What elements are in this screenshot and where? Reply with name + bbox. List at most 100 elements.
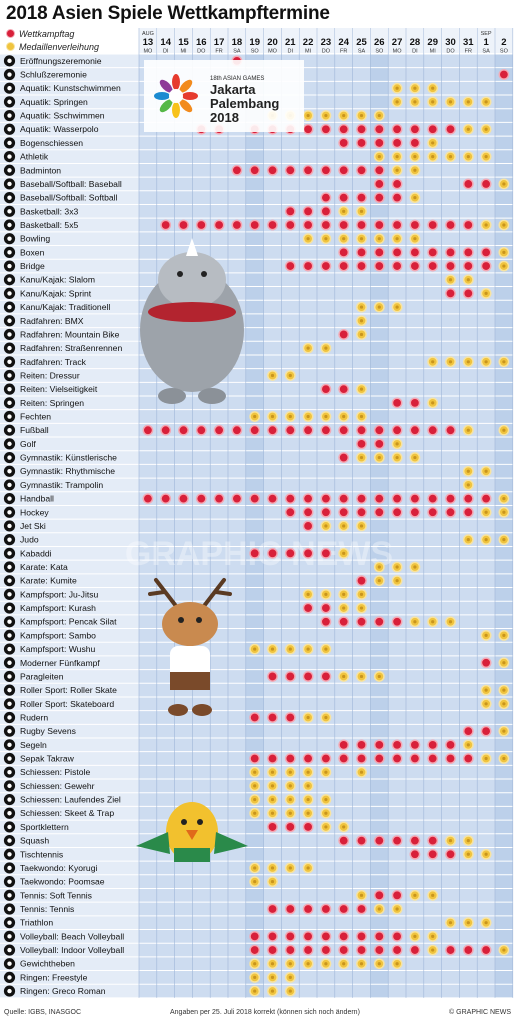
medal-ceremony-center [359,387,364,391]
weekend-column [370,54,389,998]
source-note: Quelle: IGBS, INASGOC [4,1009,82,1016]
competition-day-dot [339,330,348,339]
competition-day-dot [482,180,490,188]
medal-ceremony-center [359,237,364,241]
day-header-cell [370,28,388,53]
competition-day-dot [357,946,366,954]
competition-day-dot [411,494,419,503]
day-header-cell [353,28,370,53]
day-date: 29 [427,37,438,48]
medal-ceremony-center [413,168,417,172]
day-header-cell [281,28,299,53]
competition-day-dot [411,740,419,749]
medal-ceremony-center [270,975,275,980]
competition-day-dot [411,139,419,147]
sport-label: Tischtennis [20,849,63,859]
medal-ceremony-center [484,702,488,706]
medal-ceremony-center [502,661,506,665]
competition-day-dot [428,494,437,503]
logo-year: 2018 [210,110,239,125]
medal-ceremony-center [359,332,364,337]
medal-ceremony-center [502,223,506,227]
day-header-cell [442,28,459,53]
competition-day-dot [393,494,401,503]
sport-label: Karate: Kata [20,562,68,572]
competition-day-dot [339,494,348,503]
competition-day-dot [304,207,312,216]
competition-day-dot [286,932,295,941]
medal-ceremony-center [502,264,506,268]
sport-pictogram-mark [7,975,12,980]
medal-ceremony-center [270,880,275,884]
competition-day-dot [268,932,277,941]
day-weekday: FR [340,49,347,55]
sport-pictogram-mark [7,756,12,761]
medal-ceremony-center [413,893,417,897]
day-header-cell [495,28,513,53]
day-weekday: SA [358,49,366,55]
emblem-petal [182,92,198,100]
medal-ceremony-center [324,414,328,419]
sport-pictogram-mark [7,58,12,64]
competition-day-dot [339,248,348,257]
medal-ceremony-center [359,524,364,528]
sport-label: Aquatik: Kunstschwimmen [20,83,121,93]
medal-ceremony-center [324,797,328,802]
medal-ceremony-center [253,414,257,419]
medal-ceremony-center [359,319,364,323]
sport-label: Bogenschiessen [20,138,83,148]
sport-label: Schlußzeremonie [20,70,87,80]
competition-day-dot [411,836,419,845]
competition-day-dot [500,70,508,79]
medal-ceremony-center [377,674,381,679]
competition-day-dot [233,426,241,435]
sport-pictogram-mark [7,715,12,720]
sport-label: Moderner Fünfkampf [20,658,100,668]
competition-day-dot [250,713,259,722]
sport-label: Schiessen: Pistole [20,767,90,777]
competition-day-dot [393,398,401,407]
medal-ceremony-center [466,127,470,131]
emblem-petal [179,99,193,113]
competition-day-dot [428,426,437,435]
competition-day-dot [357,932,366,941]
competition-day-dot [411,426,419,435]
medal-ceremony-center [484,921,488,925]
medal-ceremony-center [377,305,381,309]
sport-label: Paragleiten [20,671,64,681]
competition-day-dot [286,713,295,722]
sport-label: Gymnastik: Trampolin [20,480,103,490]
sport-pictogram-mark [7,893,12,898]
sport-pictogram-mark [7,934,12,939]
sport-pictogram-mark [7,168,12,173]
credit: © GRAPHIC NEWS [449,1009,511,1016]
day-date: 26 [374,37,385,48]
competition-day-dot [304,932,312,941]
competition-day-dot [411,248,419,257]
medal-ceremony-center [288,647,292,651]
competition-day-dot [446,754,455,763]
competition-day-dot [357,248,366,257]
sport-label: Baseball/Softball: Softball [20,193,118,203]
competition-day-dot [250,754,259,763]
competition-day-dot [339,905,348,913]
rhino-mascot-foot [198,388,226,404]
day-header-cell [246,28,264,53]
competition-day-dot [304,494,312,503]
medal-ceremony-center [466,428,470,432]
day-date: 21 [285,37,296,48]
medal-ceremony-center [448,620,453,624]
sport-label: Fechten [20,412,51,422]
legend-medal: Medaillenverleihung [6,40,99,53]
competition-day-dot [357,262,366,270]
sport-label: Baseball/Softball: Baseball [20,179,122,189]
competition-day-dot [322,672,330,681]
medal-ceremony-center [324,647,328,651]
competition-day-dot [161,426,170,435]
sport-pictogram-mark [7,386,12,392]
medal-ceremony-center [377,565,381,569]
competition-day-dot [357,193,366,202]
sport-pictogram-mark [7,838,12,843]
competition-day-dot [304,946,312,954]
medal-ceremony-center [466,839,470,843]
